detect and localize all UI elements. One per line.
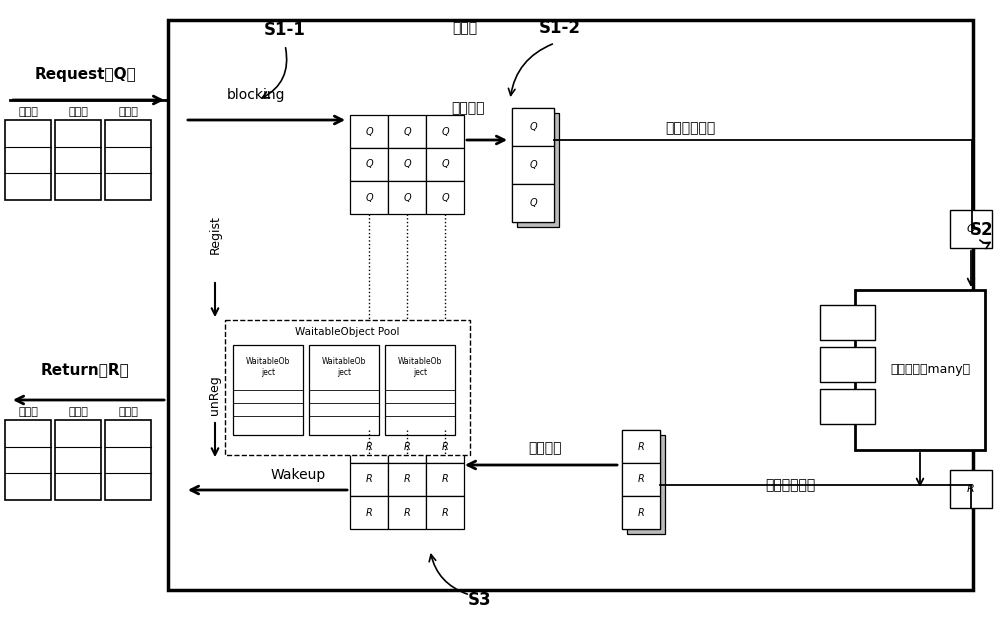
Bar: [820, 389, 875, 424]
Bar: [105, 420, 151, 500]
Text: S1-2: S1-2: [539, 19, 581, 37]
Text: Q: Q: [403, 126, 411, 136]
Bar: [388, 430, 426, 463]
Bar: [950, 210, 992, 248]
Text: R: R: [442, 508, 448, 518]
Text: Q: Q: [441, 192, 449, 202]
Text: 资源组件（many）: 资源组件（many）: [890, 364, 970, 376]
Text: R: R: [967, 484, 975, 494]
Bar: [622, 463, 660, 496]
Text: 转换器: 转换器: [452, 21, 478, 35]
Text: 请求包: 请求包: [18, 107, 38, 117]
Text: 结果包: 结果包: [68, 407, 88, 417]
Bar: [627, 435, 665, 534]
Text: WaitableObject Pool: WaitableObject Pool: [295, 327, 400, 337]
Text: unReg: unReg: [208, 375, 222, 415]
Bar: [820, 347, 875, 382]
Text: R: R: [366, 441, 372, 451]
Text: R: R: [366, 508, 372, 518]
Text: Q: Q: [529, 160, 537, 170]
Text: Regist: Regist: [208, 216, 222, 254]
Bar: [55, 420, 101, 500]
Bar: [168, 20, 973, 590]
Bar: [820, 305, 875, 340]
Text: Request（Q）: Request（Q）: [34, 68, 136, 82]
Bar: [350, 115, 388, 148]
Bar: [105, 120, 151, 200]
Text: 返回处理结果: 返回处理结果: [765, 478, 815, 492]
Text: WaitableOb
ject: WaitableOb ject: [246, 357, 290, 377]
Text: R: R: [442, 441, 448, 451]
Text: R: R: [366, 474, 372, 484]
Bar: [350, 463, 388, 496]
Bar: [512, 108, 554, 146]
Text: S1-1: S1-1: [264, 21, 306, 39]
Bar: [426, 463, 464, 496]
Text: 策略路由处理: 策略路由处理: [665, 121, 715, 135]
Text: WaitableOb
ject: WaitableOb ject: [322, 357, 366, 377]
Text: S3: S3: [468, 591, 492, 609]
Bar: [388, 115, 426, 148]
Bar: [5, 420, 51, 500]
Bar: [350, 496, 388, 529]
Bar: [855, 290, 985, 450]
Bar: [426, 496, 464, 529]
Text: Q: Q: [365, 159, 373, 169]
Text: Q: Q: [403, 192, 411, 202]
Bar: [622, 430, 660, 529]
Text: Q: Q: [365, 192, 373, 202]
Bar: [5, 120, 51, 200]
Bar: [426, 115, 464, 148]
Bar: [233, 345, 303, 435]
Bar: [225, 320, 470, 455]
Text: R: R: [404, 508, 410, 518]
Text: Q: Q: [403, 159, 411, 169]
Text: 结果包: 结果包: [18, 407, 38, 417]
Text: 请求包: 请求包: [118, 107, 138, 117]
Bar: [388, 463, 426, 496]
Text: 结果包: 结果包: [118, 407, 138, 417]
Text: R: R: [638, 508, 644, 518]
Bar: [350, 181, 388, 214]
Text: R: R: [404, 474, 410, 484]
Bar: [950, 470, 992, 508]
Bar: [517, 113, 559, 227]
Text: R: R: [442, 474, 448, 484]
Text: Return（R）: Return（R）: [41, 362, 129, 378]
Bar: [350, 430, 388, 463]
Text: Q: Q: [967, 224, 975, 234]
Text: 归并结果: 归并结果: [528, 441, 562, 455]
Text: Q: Q: [441, 159, 449, 169]
Text: R: R: [404, 441, 410, 451]
Bar: [388, 496, 426, 529]
Bar: [350, 148, 388, 181]
Bar: [388, 148, 426, 181]
Bar: [512, 184, 554, 222]
Bar: [426, 181, 464, 214]
Bar: [426, 430, 464, 463]
Bar: [622, 430, 660, 463]
Bar: [622, 496, 660, 529]
Text: Q: Q: [441, 126, 449, 136]
Text: Wakeup: Wakeup: [270, 468, 326, 482]
Bar: [512, 146, 554, 184]
Bar: [385, 345, 455, 435]
Bar: [388, 181, 426, 214]
Bar: [512, 108, 554, 222]
Text: WaitableOb
ject: WaitableOb ject: [398, 357, 442, 377]
Text: Q: Q: [365, 126, 373, 136]
Bar: [55, 120, 101, 200]
Bar: [309, 345, 379, 435]
Text: 排队分发: 排队分发: [451, 101, 485, 115]
Text: Q: Q: [529, 122, 537, 132]
Text: Q: Q: [529, 198, 537, 208]
Bar: [426, 148, 464, 181]
Text: blocking: blocking: [227, 88, 285, 102]
Text: R: R: [638, 441, 644, 451]
Text: 请求包: 请求包: [68, 107, 88, 117]
Text: R: R: [638, 474, 644, 484]
Text: S2: S2: [970, 221, 994, 239]
